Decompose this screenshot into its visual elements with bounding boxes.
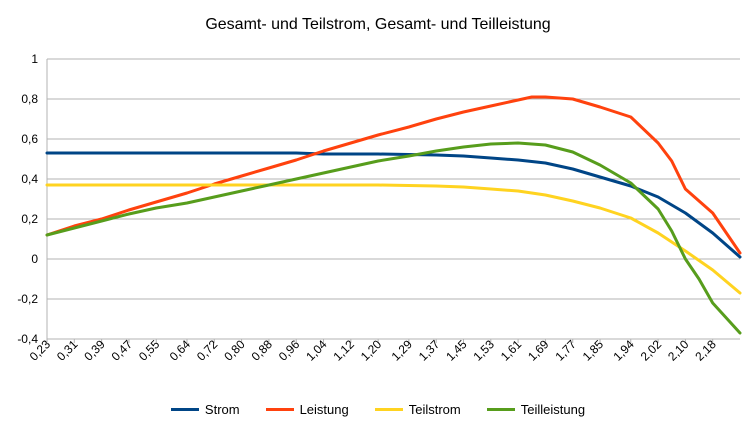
- x-tick-label: 1,29: [389, 337, 416, 364]
- y-tick-label: 1: [31, 52, 38, 66]
- x-tick-label: 0,55: [136, 337, 163, 364]
- x-tick-label: 2,10: [665, 337, 692, 364]
- x-tick-label: 2,18: [692, 337, 719, 364]
- legend-label-leistung: Leistung: [299, 402, 349, 417]
- x-tick-label: 1,20: [358, 337, 385, 364]
- legend-item-strom: Strom: [170, 402, 240, 417]
- legend-item-teilstrom: Teilstrom: [374, 402, 461, 417]
- y-tick-label: 0,6: [21, 132, 38, 146]
- legend-item-teilleistung: Teilleistung: [486, 402, 586, 417]
- x-tick-label: 0,64: [167, 337, 194, 364]
- x-tick-label: 1,45: [443, 337, 470, 364]
- x-tick-label: 1,61: [498, 337, 525, 364]
- x-tick-label: 1,12: [331, 337, 358, 364]
- series-line-strom: [45, 151, 742, 259]
- legend-label-teilstrom: Teilstrom: [408, 402, 461, 417]
- x-tick-label: 1,53: [470, 337, 497, 364]
- x-tick-label: 1,77: [552, 337, 579, 364]
- y-tick-label: 0,8: [21, 92, 38, 106]
- y-tick-label: -0,2: [17, 292, 38, 306]
- legend-swatch-leistung: [265, 408, 294, 411]
- y-tick-label: 0: [31, 252, 38, 266]
- x-tick-label: 1,69: [525, 337, 552, 364]
- legend-label-strom: Strom: [204, 402, 240, 417]
- x-tick-label: 1,94: [610, 337, 637, 364]
- legend-label-teilleistung: Teilleistung: [520, 402, 586, 417]
- y-tick-label: 0,4: [21, 172, 38, 186]
- x-tick-label: 0,47: [109, 337, 136, 364]
- x-tick-label: 0,96: [276, 337, 303, 364]
- legend-item-leistung: Leistung: [265, 402, 349, 417]
- x-tick-label: 2,02: [638, 337, 665, 364]
- x-tick-label: 0,80: [221, 337, 248, 364]
- x-tick-label: 0,31: [54, 337, 81, 364]
- legend: Strom Leistung Teilstrom Teilleistung: [0, 402, 756, 417]
- x-tick-label: 1,04: [303, 337, 330, 364]
- x-tick-label: 0,72: [194, 337, 221, 364]
- y-tick-label: -0,4: [17, 332, 38, 346]
- series-line-leistung: [45, 95, 742, 255]
- legend-swatch-strom: [170, 408, 199, 411]
- y-tick-label: 0,2: [21, 212, 38, 226]
- legend-swatch-teilleistung: [486, 408, 515, 411]
- x-tick-label: 0,39: [81, 337, 108, 364]
- legend-swatch-teilstrom: [374, 408, 403, 411]
- x-tick-label: 0,88: [249, 337, 276, 364]
- x-tick-label: 1,85: [580, 337, 607, 364]
- series-line-teilleistung: [45, 141, 742, 335]
- series-line-teilstrom: [45, 183, 742, 295]
- x-tick-label: 1,37: [416, 337, 443, 364]
- chart-title: Gesamt- und Teilstrom, Gesamt- und Teill…: [205, 16, 551, 33]
